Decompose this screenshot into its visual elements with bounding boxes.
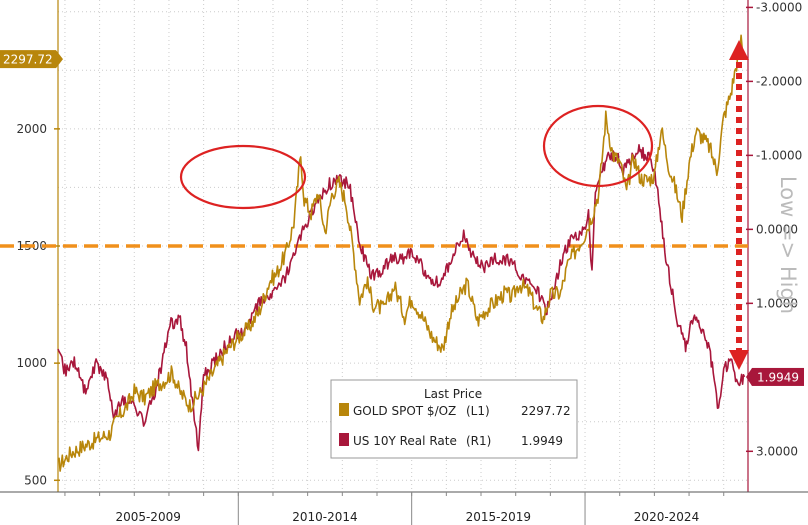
last-price-badge-gold [0, 50, 56, 69]
arrow-head-up-icon [729, 40, 749, 60]
left-tick-label-3: 2000 [16, 122, 47, 136]
legend-swatch-gold [339, 403, 349, 416]
legend-value-rate: 1.9949 [521, 434, 563, 448]
legend-value-gold: 2297.72 [521, 404, 571, 418]
x-period-label-1: 2010-2014 [292, 510, 357, 524]
series-layer [57, 34, 746, 472]
right-tick-label-2: -1.0000 [756, 148, 802, 162]
highlight-ellipse-2021 [542, 104, 654, 188]
legend-header: Last Price [424, 387, 482, 401]
legend-axis-rate: (R1) [466, 434, 491, 448]
legend-axis-gold: (L1) [466, 404, 490, 418]
highlight-ellipse-2011 [179, 144, 307, 210]
right-axis-label: Low => High [776, 176, 800, 314]
highlight-ellipses [179, 104, 654, 210]
left-tick-label-0: 500 [24, 473, 47, 487]
arrow-head-down-icon [729, 350, 749, 370]
legend-label-gold: GOLD SPOT $/OZ [353, 404, 456, 418]
x-period-label-0: 2005-2009 [115, 510, 180, 524]
last-price-badges: 2297.72 1.9949 [0, 50, 804, 386]
last-price-badge-rate [752, 367, 804, 386]
right-tick-label-1: -2.0000 [756, 74, 802, 88]
right-tick-label-3: 0.0000 [756, 222, 798, 236]
legend-label-rate: US 10Y Real Rate [353, 434, 457, 448]
x-period-label-3: 2020-2024 [634, 510, 699, 524]
series-line-gold [57, 34, 746, 472]
x-period-label-2: 2015-2019 [466, 510, 531, 524]
last-price-badge-text-gold: 2297.72 [3, 53, 53, 67]
right-tick-label-0: -3.0000 [756, 0, 802, 14]
legend-box [330, 379, 578, 459]
legend-swatch-rate [339, 433, 349, 446]
left-tick-label-1: 1000 [16, 356, 47, 370]
right-tick-label-4: 1.0000 [756, 296, 798, 310]
legend: Last Price GOLD SPOT $/OZ (L1) 2297.72 U… [330, 379, 578, 459]
last-price-badge-arrow-rate [746, 367, 752, 386]
low-high-arrow [729, 40, 749, 370]
last-price-badge-arrow-gold [56, 50, 63, 69]
right-tick-label-5: 3.0000 [756, 444, 798, 458]
last-price-badge-text-rate: 1.9949 [757, 370, 799, 384]
